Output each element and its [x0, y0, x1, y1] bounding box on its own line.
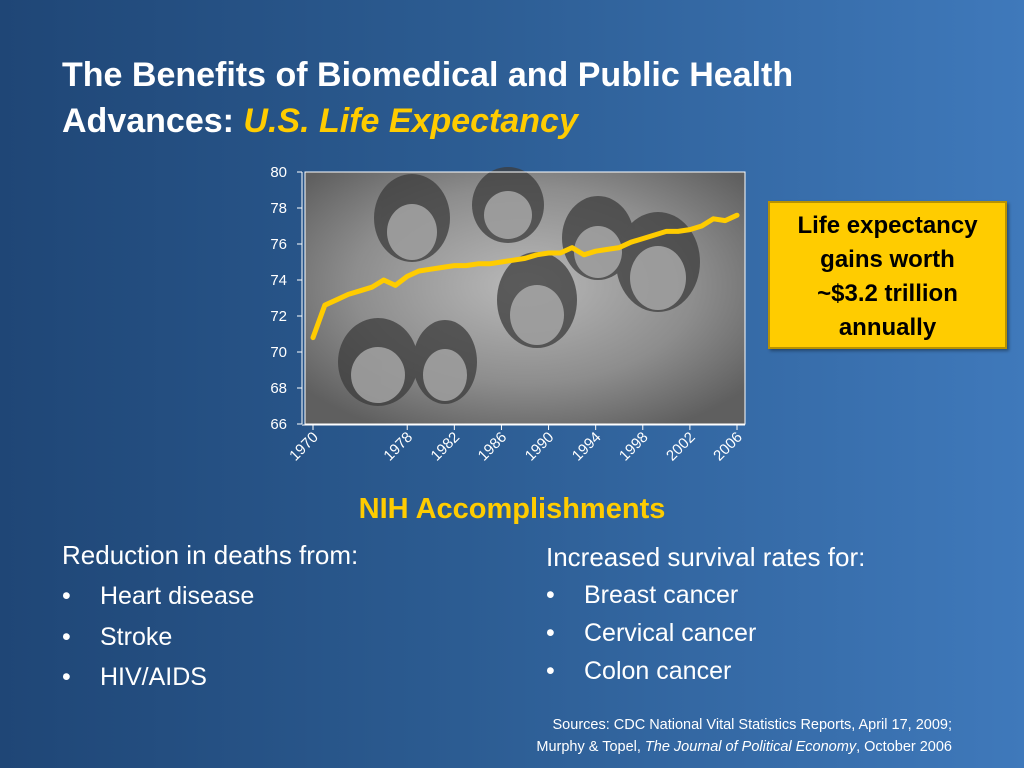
survival-rates-list: • Breast cancer • Cervical cancer • Colon c…	[546, 581, 756, 695]
callout-line-2: gains worth	[820, 246, 955, 273]
x-tick-label: 1978	[380, 429, 416, 465]
x-tick-label: 1990	[522, 429, 558, 465]
y-tick-label: 74	[270, 272, 287, 289]
callout-line-1: Life expectancy	[797, 212, 978, 239]
sources-citation: Sources: CDC National Vital Statistics R…	[352, 714, 952, 758]
y-axis: 66 68 70 72 74 76 78 80	[270, 164, 303, 433]
x-tick-label: 1994	[569, 429, 605, 465]
list-item-label: Heart disease	[100, 582, 255, 610]
x-tick-label: 1982	[428, 429, 464, 465]
sources-line-2: Murphy & Topel, The Journal of Political…	[352, 736, 952, 758]
sources-line-1: Sources: CDC National Vital Statistics R…	[552, 717, 952, 733]
y-tick-label: 72	[270, 308, 287, 325]
y-tick-label: 68	[270, 380, 287, 397]
accomplishments-heading: NIH Accomplishments	[358, 493, 666, 525]
list-item: • HIV/AIDS	[62, 663, 254, 704]
bullet: •	[62, 663, 71, 691]
x-tick-label: 1998	[616, 429, 652, 465]
slide-title: The Benefits of Biomedical and Public He…	[62, 52, 962, 144]
x-tick-label: 2002	[663, 429, 699, 465]
x-tick-label: 2006	[710, 429, 746, 465]
bullet: •	[62, 582, 71, 610]
x-tick-label: 1970	[286, 429, 322, 465]
list-item: • Cervical cancer	[546, 619, 756, 657]
bullet: •	[546, 581, 555, 609]
list-item-label: HIV/AIDS	[100, 663, 207, 691]
deaths-reduction-list: • Heart disease • Stroke • HIV/AIDS	[62, 582, 254, 704]
y-tick-label: 76	[270, 236, 287, 253]
right-column-heading: Increased survival rates for:	[546, 542, 866, 572]
family-photo	[304, 167, 746, 425]
list-item-label: Colon cancer	[584, 657, 732, 685]
value-callout: Life expectancy gains worth ~$3.2 trilli…	[768, 201, 1007, 349]
x-tick-label: 1986	[475, 429, 511, 465]
title-line-1: The Benefits of Biomedical and Public He…	[62, 56, 794, 94]
y-tick-label: 70	[270, 344, 287, 361]
bullet: •	[62, 622, 71, 651]
sources-journal: The Journal of Political Economy	[644, 739, 857, 755]
y-tick-label: 80	[270, 164, 287, 181]
list-item-label: Cervical cancer	[584, 619, 757, 647]
title-prefix: Advances:	[62, 102, 244, 140]
y-tick-label: 78	[270, 200, 287, 217]
list-item: • Breast cancer	[546, 581, 756, 619]
bullet: •	[546, 657, 555, 685]
series-group	[310, 212, 740, 341]
title-highlight: U.S. Life Expectancy	[243, 102, 578, 140]
callout-line-3: ~$3.2 trillion	[817, 280, 958, 307]
list-item-label: Breast cancer	[584, 581, 739, 609]
title-line-2: Advances: U.S. Life Expectancy	[62, 98, 962, 144]
sources-authors: Murphy & Topel,	[536, 739, 645, 755]
callout-line-4: annually	[838, 314, 937, 341]
list-item: • Stroke	[62, 623, 254, 664]
bullet: •	[546, 619, 555, 647]
sources-date: , October 2006	[856, 739, 952, 755]
list-item: • Heart disease	[62, 582, 254, 623]
plot-frame	[304, 171, 746, 425]
left-column-heading: Reduction in deaths from:	[62, 540, 359, 570]
y-tick-label: 66	[270, 416, 287, 433]
x-axis: 1970 1978 1982 1986 1990 1994 1998 2002 2006	[286, 424, 746, 465]
list-item: • Colon cancer	[546, 657, 756, 695]
list-item-label: Stroke	[100, 622, 173, 651]
